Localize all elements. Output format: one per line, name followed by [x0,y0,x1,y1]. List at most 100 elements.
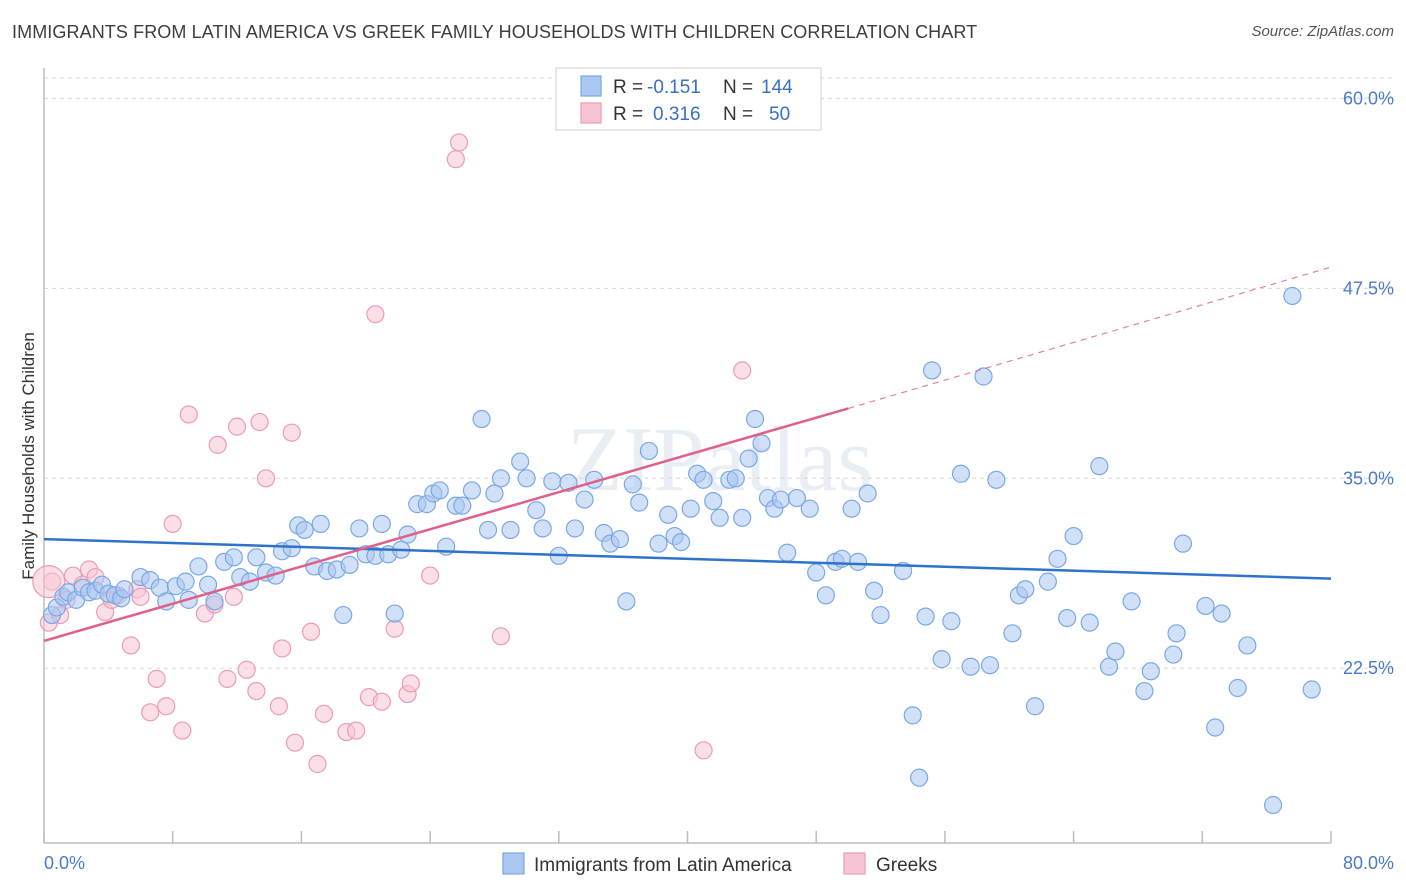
point-greeks [173,721,192,740]
point-latin-america [1099,657,1119,676]
point-latin-america [543,472,562,491]
point-latin-america [659,505,678,524]
legend-r-label-2: R = [613,104,643,125]
point-greeks [446,150,465,169]
point-latin-america [951,464,971,483]
point-latin-america [961,657,980,676]
point-latin-america [617,592,636,611]
point-latin-america [1090,457,1109,476]
point-latin-america [372,514,391,533]
point-greeks [272,639,292,658]
trend-line-latin-america [43,537,1332,580]
point-latin-america [1141,662,1160,681]
point-latin-america [916,607,935,626]
bottom-legend: Immigrants from Latin America Greeks [502,852,937,876]
point-latin-america [501,520,520,540]
point-latin-america [987,470,1006,489]
trend-lines [43,266,1332,643]
point-greeks [401,674,420,693]
point-greeks [256,469,276,488]
point-latin-america [1122,592,1141,611]
point-latin-america [189,557,208,576]
point-latin-america [517,469,536,488]
point-greeks [32,565,66,599]
point-latin-america [726,469,745,488]
point-latin-america [1048,549,1067,568]
point-latin-america [340,555,359,575]
bottom-legend-label-2: Greeks [876,855,937,876]
point-latin-america [527,501,546,520]
point-greeks [147,669,166,688]
trend-line-greeks-extension [848,266,1332,409]
point-latin-america [1238,636,1257,655]
point-greeks [449,133,469,152]
point-latin-america [745,409,765,429]
point-latin-america [176,572,195,591]
point-latin-america [787,488,806,508]
y-tick-label: 35.0% [1343,468,1394,488]
point-latin-america [1058,608,1077,628]
point-greeks [163,514,182,533]
point-greeks [314,704,334,723]
point-greeks [285,733,305,752]
point-greeks [179,405,198,424]
point-latin-america [478,520,498,540]
point-greeks [301,622,321,641]
y-tick-label: 22.5% [1343,658,1394,678]
point-greeks [282,423,301,442]
point-latin-america [681,499,700,518]
point-latin-america [247,548,266,567]
y-tick-label: 47.5% [1343,278,1394,298]
point-greeks [157,697,176,716]
point-latin-america [485,484,504,503]
point-latin-america [1173,534,1193,553]
legend-r-value-1: -0.151 [647,77,701,98]
point-latin-america [932,650,951,669]
point-latin-america [800,499,819,518]
y-tick-labels: 22.5% 35.0% 47.5% 60.0% [1343,88,1394,678]
point-latin-america [311,514,330,533]
point-latin-america [295,520,314,540]
series-latin-america [42,286,1321,815]
point-latin-america [1064,526,1083,546]
point-latin-america [910,768,929,787]
point-latin-america [491,469,510,488]
legend-r-label-1: R = [613,77,643,98]
point-greeks [227,417,247,436]
point-latin-america [430,481,449,500]
point-latin-america [1302,680,1321,699]
bottom-legend-swatch-pink [843,852,866,875]
point-latin-america [816,586,835,605]
point-latin-america [842,499,861,518]
source-label: Source: ZipAtlas.com [1251,23,1394,40]
point-latin-america [1196,596,1215,616]
point-latin-america [848,552,868,571]
point-latin-america [462,481,482,500]
point-latin-america [1263,795,1283,815]
point-greeks [250,412,269,432]
legend-n-label-1: N = [723,77,753,98]
point-greeks [366,305,385,324]
legend-r-value-2: 0.316 [653,104,701,125]
point-latin-america [922,361,942,380]
point-latin-america [865,581,884,600]
point-latin-america [453,496,472,515]
point-latin-america [671,533,691,552]
point-greeks [208,435,227,454]
point-latin-america [694,470,713,489]
point-latin-america [980,656,1000,675]
point-latin-america [1016,580,1035,599]
point-latin-america [1206,718,1225,737]
point-latin-america [610,529,630,549]
point-latin-america [1003,624,1022,643]
watermark: ZIPatlas [567,408,874,510]
point-latin-america [1167,624,1186,643]
point-latin-america [472,409,491,429]
x-axis-ticks [43,831,1332,843]
point-greeks [247,681,266,701]
point-latin-america [649,534,668,553]
point-latin-america [942,612,961,631]
point-latin-america [778,543,797,562]
point-latin-america [1038,572,1057,591]
